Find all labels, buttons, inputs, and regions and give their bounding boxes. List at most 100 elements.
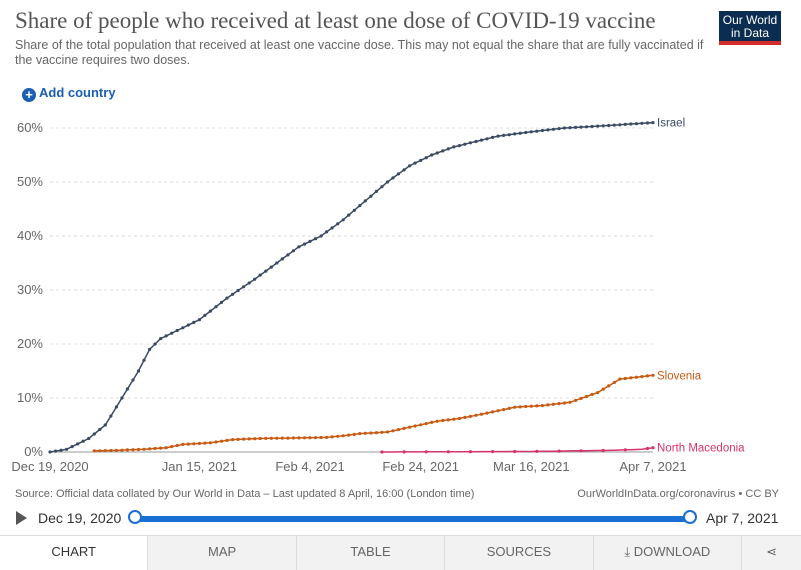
data-point bbox=[479, 138, 484, 142]
data-point bbox=[330, 435, 334, 439]
data-point bbox=[219, 439, 224, 443]
x-tick-label: Mar 16, 2021 bbox=[493, 459, 570, 474]
data-point bbox=[441, 418, 445, 423]
data-point bbox=[347, 433, 351, 437]
tab-chart[interactable]: CHART bbox=[0, 536, 149, 570]
data-point bbox=[92, 449, 96, 453]
data-point bbox=[286, 253, 290, 257]
data-point bbox=[297, 245, 301, 249]
data-point bbox=[413, 161, 417, 165]
data-point bbox=[280, 257, 284, 261]
data-point bbox=[568, 126, 572, 130]
data-point bbox=[302, 242, 307, 246]
data-point bbox=[391, 429, 395, 433]
data-point bbox=[557, 127, 561, 131]
data-point bbox=[347, 213, 351, 217]
series-label: Slovenia bbox=[657, 370, 702, 382]
tab-table[interactable]: TABLE bbox=[296, 536, 446, 570]
data-point bbox=[258, 273, 262, 277]
y-tick-label: 40% bbox=[17, 228, 43, 243]
data-point bbox=[358, 204, 362, 208]
timeline-track[interactable] bbox=[134, 516, 690, 522]
data-point bbox=[574, 125, 578, 129]
data-point bbox=[330, 226, 334, 230]
data-point bbox=[468, 450, 472, 454]
data-point bbox=[181, 326, 185, 330]
x-tick-label: Feb 24, 2021 bbox=[382, 459, 459, 474]
data-point bbox=[369, 194, 373, 198]
y-tick-label: 20% bbox=[17, 336, 43, 351]
data-point bbox=[618, 377, 622, 381]
data-point bbox=[645, 121, 650, 125]
data-point bbox=[634, 122, 639, 126]
data-point bbox=[197, 441, 201, 446]
data-point bbox=[380, 450, 384, 454]
data-point bbox=[402, 168, 406, 172]
data-point bbox=[485, 411, 489, 415]
data-point bbox=[208, 309, 212, 313]
data-point bbox=[363, 431, 367, 435]
data-point bbox=[557, 402, 561, 406]
tab-sources[interactable]: SOURCES bbox=[445, 536, 594, 570]
share-icon[interactable]: ⋖ bbox=[742, 536, 801, 570]
x-tick-label: Dec 19, 2020 bbox=[11, 459, 88, 474]
download-icon: ⤓ bbox=[624, 544, 634, 559]
data-point bbox=[385, 430, 390, 434]
series-lines bbox=[48, 121, 655, 454]
timeline-end-handle[interactable] bbox=[683, 510, 697, 524]
data-point bbox=[358, 432, 362, 436]
data-point bbox=[546, 403, 550, 407]
data-point bbox=[92, 432, 96, 436]
data-point bbox=[131, 378, 135, 382]
data-point bbox=[125, 387, 129, 391]
data-point bbox=[175, 443, 179, 448]
data-point bbox=[214, 440, 218, 444]
data-point bbox=[446, 418, 450, 422]
data-point bbox=[225, 438, 229, 442]
data-point bbox=[596, 124, 600, 128]
data-point bbox=[551, 402, 556, 406]
data-point bbox=[253, 277, 257, 281]
data-point bbox=[325, 230, 329, 234]
data-point bbox=[170, 445, 174, 449]
data-point bbox=[408, 425, 412, 429]
data-point bbox=[319, 435, 323, 440]
timeline-start-handle[interactable] bbox=[128, 510, 142, 524]
data-point bbox=[369, 431, 373, 435]
add-country-button[interactable]: + Add country bbox=[22, 85, 116, 102]
data-point bbox=[175, 328, 179, 333]
data-point bbox=[186, 323, 190, 327]
data-point bbox=[374, 431, 378, 435]
data-point bbox=[352, 208, 356, 212]
data-point bbox=[336, 222, 340, 226]
data-point bbox=[192, 442, 196, 446]
data-point bbox=[87, 436, 91, 441]
owid-logo[interactable]: Our World in Data bbox=[719, 11, 781, 45]
data-point bbox=[485, 137, 489, 141]
data-point bbox=[341, 218, 345, 222]
data-point bbox=[103, 449, 107, 453]
data-point bbox=[53, 449, 58, 453]
y-tick-label: 10% bbox=[17, 390, 43, 405]
data-point bbox=[291, 436, 295, 440]
data-point bbox=[474, 139, 478, 144]
data-point bbox=[419, 423, 423, 427]
data-point bbox=[181, 442, 185, 446]
play-icon[interactable] bbox=[16, 511, 27, 525]
series-line bbox=[381, 446, 654, 453]
tab-download[interactable]: ⤓ DOWNLOAD bbox=[593, 536, 743, 570]
logo-line-1: Our World bbox=[722, 13, 778, 27]
data-point bbox=[535, 404, 539, 408]
data-point bbox=[529, 130, 533, 134]
data-point bbox=[457, 144, 461, 148]
data-point bbox=[103, 423, 107, 427]
tab-bar: CHART MAP TABLE SOURCES ⤓ DOWNLOAD ⋖ bbox=[0, 535, 801, 570]
data-point bbox=[496, 409, 500, 413]
timeline-end-label: Apr 7, 2021 bbox=[706, 510, 779, 526]
data-point bbox=[579, 396, 583, 400]
data-point bbox=[651, 446, 655, 450]
tab-map[interactable]: MAP bbox=[148, 536, 297, 570]
logo-line-2: in Data bbox=[730, 26, 770, 40]
data-point bbox=[496, 134, 500, 138]
data-point bbox=[540, 128, 545, 133]
